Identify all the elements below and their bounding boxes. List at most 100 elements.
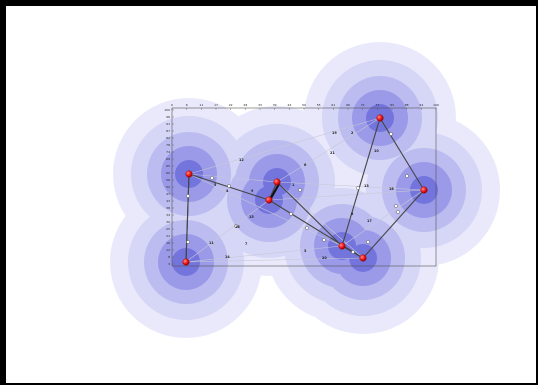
left-tick-label: 65	[166, 164, 170, 168]
white-circle-waypoint	[234, 224, 238, 228]
route-waypoints	[186, 132, 409, 254]
annotation-label: 18	[389, 187, 394, 191]
red-sphere-node	[420, 186, 428, 194]
route-segment	[379, 117, 425, 191]
left-tick-label: 56	[166, 178, 170, 182]
white-circle-waypoint	[186, 194, 190, 198]
top-tick-label: 72	[361, 103, 365, 107]
top-tick-label: 33	[258, 103, 262, 107]
left-tick-label: 21	[166, 234, 170, 238]
left-tick-label: 25	[166, 227, 170, 231]
white-circle-waypoint	[366, 240, 370, 244]
left-tick-label: 87	[166, 129, 170, 133]
left-tick-label: 91	[166, 122, 170, 126]
annotation-label: 1	[292, 183, 295, 187]
top-tick-label: 50	[302, 103, 306, 107]
route-segment	[341, 117, 381, 247]
top-tick-label: 88	[405, 103, 409, 107]
left-tick-label: 96	[166, 115, 170, 119]
white-circle-waypoint	[210, 176, 214, 180]
annotation-label: 10	[374, 149, 379, 153]
top-tick-label: 66	[346, 103, 350, 107]
white-circle-waypoint	[394, 204, 398, 208]
annotation-label: 13	[364, 184, 369, 188]
left-tick-label: 100	[164, 108, 170, 112]
left-tick-label: 52	[166, 185, 170, 189]
annotation-label: 14	[225, 255, 230, 259]
annotation-label: 11	[209, 241, 214, 245]
left-tick-label: 43	[166, 199, 170, 203]
top-tick-label: 28	[243, 103, 247, 107]
red-sphere-node	[182, 258, 190, 266]
annotation-label: 12	[239, 158, 244, 162]
white-circle-waypoint	[351, 250, 355, 254]
annotation-label: 19	[332, 131, 337, 135]
left-tick-label: 60	[166, 171, 170, 175]
white-circle-waypoint	[227, 184, 231, 188]
annotation-label: 9	[251, 189, 254, 193]
network-link	[188, 173, 343, 247]
red-sphere-node	[338, 242, 346, 250]
top-tick-label: 94	[419, 103, 423, 107]
annotation-label: 2	[351, 131, 354, 135]
white-circle-waypoint	[396, 210, 400, 214]
white-circle-waypoint	[405, 174, 409, 178]
red-sphere-node	[265, 196, 273, 204]
left-tick-label: 38	[166, 206, 170, 210]
top-tick-label: 0	[171, 103, 173, 107]
network-link	[276, 181, 425, 191]
white-circle-waypoint	[389, 132, 393, 136]
route-segment	[185, 173, 190, 263]
network-link	[276, 117, 381, 183]
left-tick-label: 47	[166, 192, 170, 196]
left-tick-label: 74	[166, 150, 170, 154]
network-link	[276, 181, 364, 259]
red-sphere-node	[376, 114, 384, 122]
left-tick-label: 3	[168, 262, 170, 266]
top-tick-label: 55	[317, 103, 321, 107]
white-circle-waypoint	[298, 188, 302, 192]
white-circle-waypoint	[356, 186, 360, 190]
white-circle-waypoint	[305, 226, 309, 230]
route-segment-bold	[270, 183, 280, 199]
network-link	[185, 245, 343, 263]
annotation-labels: 19 2 6 12 10 13 18 21 5 4 15 9 16 8 17 11 14 3 20 7 1	[209, 131, 394, 260]
annotation-label: 17	[367, 219, 372, 223]
top-tick-label: 61	[331, 103, 335, 107]
route-segment	[362, 189, 425, 259]
network-link	[268, 189, 425, 201]
left-tick-label: 8	[168, 255, 170, 259]
network-link	[188, 117, 381, 175]
top-tick-label: 17	[214, 103, 218, 107]
annotation-label: 15	[249, 215, 254, 219]
left-tick-label: 82	[166, 136, 170, 140]
network-link	[185, 257, 364, 263]
red-sphere-node	[273, 178, 281, 186]
top-tick-label: 77	[375, 103, 379, 107]
white-circle-waypoint	[289, 212, 293, 216]
red-sphere-node	[359, 254, 367, 262]
route-diagram: 0 6 11 17 22 28 33 39 44 50 55 61 66 72 77 83 88 94 100 10…	[110, 42, 500, 338]
network-link	[185, 199, 270, 263]
route-segment	[268, 199, 364, 259]
top-tick-label: 6	[186, 103, 188, 107]
annotation-label: 6	[304, 163, 307, 167]
white-circle-waypoint	[322, 238, 326, 242]
annotation-label: 20	[322, 256, 327, 260]
top-tick-label: 11	[199, 103, 203, 107]
top-tick-label: 83	[390, 103, 394, 107]
facility-nodes	[182, 114, 428, 266]
top-tick-label: 22	[229, 103, 233, 107]
annotation-label: 3	[304, 249, 307, 253]
annotation-label: 4	[226, 189, 229, 193]
top-tick-label: 44	[287, 103, 291, 107]
top-tick-label: 100	[433, 103, 439, 107]
left-tick-label: 16	[166, 241, 170, 245]
annotation-label: 5	[214, 183, 217, 187]
white-circle-waypoint	[186, 240, 190, 244]
left-tick-label: 30	[166, 220, 170, 224]
network-link	[188, 173, 278, 183]
network-link	[341, 189, 425, 247]
annotation-label: 16	[235, 225, 240, 229]
left-tick-label: 12	[166, 248, 170, 252]
